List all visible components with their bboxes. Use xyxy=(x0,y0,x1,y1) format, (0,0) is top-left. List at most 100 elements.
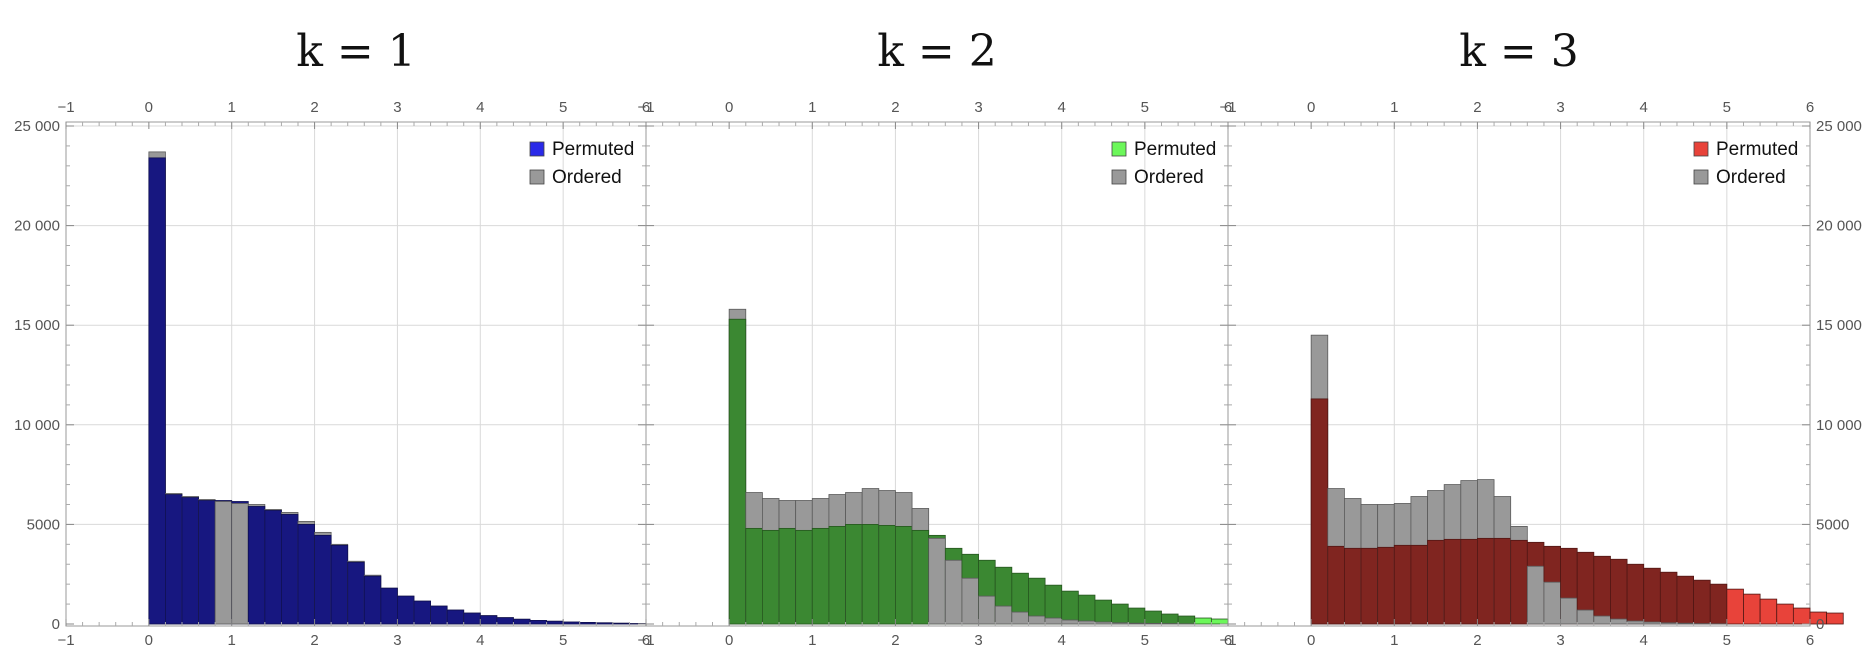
bar-permuted xyxy=(413,600,431,625)
x-tick-label: 4 xyxy=(1058,99,1066,116)
chart-panel-1: −1 −1 0 0 1 1 2 2 3 3 4 4 5 5 6 6 k = 1 Permuted Ordered xyxy=(57,26,650,649)
bar-permuted xyxy=(1460,538,1478,625)
x-tick-label: 3 xyxy=(974,632,982,649)
x-tick-label: 4 xyxy=(1640,99,1648,116)
legend-swatch xyxy=(1111,141,1127,157)
x-tick-label: 6 xyxy=(1224,632,1232,649)
bar-permuted xyxy=(1393,544,1412,625)
bar-permuted xyxy=(811,527,830,625)
bar-permuted xyxy=(247,506,266,625)
bar-permuted xyxy=(878,524,896,625)
bar-permuted xyxy=(1693,579,1711,625)
x-tick-label: 1 xyxy=(228,99,236,116)
bar-ordered xyxy=(1127,622,1146,625)
bar-permuted xyxy=(1327,545,1345,625)
bar-ordered xyxy=(1610,618,1628,625)
x-tick-label: 6 xyxy=(642,632,650,649)
x-tick-label: 5 xyxy=(1141,632,1149,649)
bar-permuted xyxy=(330,544,349,625)
legend-label: Permuted xyxy=(552,139,634,160)
bar-permuted xyxy=(165,494,183,625)
bar-permuted xyxy=(479,615,498,625)
bar-ordered xyxy=(1144,623,1162,625)
bar-permuted xyxy=(1626,563,1645,625)
x-tick-label: 6 xyxy=(1806,99,1814,116)
bar-ordered xyxy=(994,605,1013,625)
bar-permuted xyxy=(463,612,481,625)
bar-ordered xyxy=(1560,597,1578,625)
bar-permuted xyxy=(281,514,299,625)
bar-permuted xyxy=(778,527,797,625)
bar-ordered xyxy=(928,537,946,625)
x-tick-label: 4 xyxy=(1058,632,1066,649)
bar-permuted xyxy=(1360,547,1379,625)
x-tick-label: −1 xyxy=(1219,99,1236,116)
legend-label: Permuted xyxy=(1134,139,1216,160)
bar-permuted xyxy=(1443,538,1462,625)
y-tick-label-left: 25 000 xyxy=(14,118,60,135)
bar-permuted xyxy=(1493,537,1512,625)
bar-ordered xyxy=(214,501,233,625)
bar-permuted xyxy=(1111,603,1129,625)
bar-ordered xyxy=(1543,581,1561,625)
x-tick-label: 1 xyxy=(808,632,816,649)
x-tick-label: 5 xyxy=(1723,99,1731,116)
bar-ordered xyxy=(1061,619,1079,625)
bar-permuted xyxy=(181,497,199,625)
bar-permuted xyxy=(1127,607,1146,625)
bar-permuted xyxy=(1776,603,1794,625)
bar-permuted xyxy=(397,595,415,625)
bar-permuted xyxy=(198,500,216,625)
legend-label: Permuted xyxy=(1716,139,1798,160)
x-tick-label: 4 xyxy=(1640,632,1648,649)
x-tick-label: 0 xyxy=(1307,632,1315,649)
bar-permuted xyxy=(1410,544,1428,625)
legend-swatch xyxy=(1111,169,1127,185)
bar-permuted xyxy=(1826,612,1844,625)
bar-ordered xyxy=(1111,622,1129,625)
bar-ordered xyxy=(1576,609,1595,625)
x-tick-label: 2 xyxy=(310,99,318,116)
bar-permuted xyxy=(1759,598,1778,625)
bar-permuted xyxy=(1161,613,1179,625)
y-tick-label-right: 25 000 xyxy=(1816,118,1862,135)
bar-permuted xyxy=(1792,607,1811,625)
bar-permuted xyxy=(795,529,813,625)
bar-permuted xyxy=(1094,599,1113,625)
bar-ordered xyxy=(978,595,996,625)
x-tick-label: 3 xyxy=(974,99,982,116)
bar-permuted xyxy=(430,605,448,625)
legend-label: Ordered xyxy=(1716,167,1786,188)
bar-permuted xyxy=(1743,593,1761,625)
x-tick-label: 1 xyxy=(228,632,236,649)
x-tick-label: −1 xyxy=(57,632,74,649)
legend-label: Ordered xyxy=(1134,167,1204,188)
y-tick-label-right: 10 000 xyxy=(1816,417,1862,434)
bar-permuted xyxy=(1510,539,1528,625)
x-tick-label: −1 xyxy=(57,99,74,116)
x-tick-label: 2 xyxy=(1473,632,1481,649)
bar-ordered xyxy=(961,577,979,625)
bar-permuted xyxy=(612,622,630,625)
chart-panel-3: −1 −1 0 0 1 1 2 2 3 3 4 4 5 5 6 6 k = 3 Permuted Ordered xyxy=(1219,26,1844,649)
bar-permuted xyxy=(1061,590,1079,625)
y-tick-label-right: 0 xyxy=(1816,616,1824,633)
bar-permuted xyxy=(895,525,913,625)
bar-permuted xyxy=(1610,558,1628,625)
x-tick-label: 2 xyxy=(891,99,899,116)
bar-permuted xyxy=(1177,615,1196,625)
bar-permuted xyxy=(562,621,581,625)
bar-permuted xyxy=(1676,575,1695,625)
bar-permuted xyxy=(513,618,531,625)
x-tick-label: 0 xyxy=(145,632,153,649)
bar-ordered xyxy=(1044,617,1063,625)
y-tick-label-right: 5000 xyxy=(1816,516,1849,533)
x-tick-label: 0 xyxy=(725,632,733,649)
chart-title: k = 2 xyxy=(877,26,997,77)
bar-permuted xyxy=(446,609,465,625)
bar-permuted xyxy=(148,157,166,625)
x-tick-label: 5 xyxy=(1723,632,1731,649)
x-tick-label: 3 xyxy=(393,632,401,649)
plot-frame xyxy=(1227,121,1811,627)
